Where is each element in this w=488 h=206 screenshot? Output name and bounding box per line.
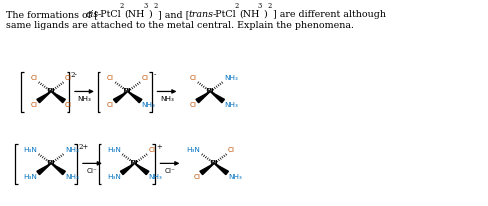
Text: NH₃: NH₃ <box>65 174 79 180</box>
Polygon shape <box>200 163 214 175</box>
Text: Cl: Cl <box>148 147 155 153</box>
Text: H₃N: H₃N <box>23 174 37 180</box>
Text: Pt: Pt <box>205 88 215 95</box>
Text: 2-: 2- <box>71 71 78 79</box>
Text: H₃N: H₃N <box>106 147 121 153</box>
Text: same ligands are attached to the metal central. Explain the phenomena.: same ligands are attached to the metal c… <box>6 21 354 29</box>
Polygon shape <box>120 163 134 175</box>
Polygon shape <box>113 91 127 103</box>
Text: NH₃: NH₃ <box>227 174 242 180</box>
Text: NH₃: NH₃ <box>148 174 162 180</box>
Text: -: - <box>153 71 156 79</box>
Text: Cl: Cl <box>30 75 37 81</box>
Text: NH₃: NH₃ <box>142 102 155 108</box>
Polygon shape <box>134 163 148 175</box>
Polygon shape <box>214 163 228 175</box>
Text: Cl: Cl <box>227 147 235 153</box>
Text: ): ) <box>148 10 152 19</box>
Text: ] are different although: ] are different although <box>272 10 385 19</box>
Text: The formations of [: The formations of [ <box>6 10 98 19</box>
Text: Pt: Pt <box>46 159 56 167</box>
Text: Cl: Cl <box>193 174 200 180</box>
Text: Cl: Cl <box>142 75 148 81</box>
Text: H₃N: H₃N <box>23 147 37 153</box>
Text: 2+: 2+ <box>79 143 89 151</box>
Text: (NH: (NH <box>239 10 259 19</box>
Text: NH₃: NH₃ <box>160 96 174 102</box>
Text: NH₃: NH₃ <box>224 102 238 108</box>
Text: Pt: Pt <box>46 88 56 95</box>
Text: Cl: Cl <box>65 102 72 108</box>
Polygon shape <box>51 163 65 175</box>
Polygon shape <box>37 163 51 175</box>
Text: Cl: Cl <box>189 102 196 108</box>
Text: 3: 3 <box>143 2 147 10</box>
Text: Cl⁻: Cl⁻ <box>164 168 175 174</box>
Text: 2: 2 <box>120 2 124 10</box>
Text: NH₃: NH₃ <box>77 96 91 102</box>
Polygon shape <box>196 91 210 103</box>
Text: Cl: Cl <box>30 102 37 108</box>
Text: H₃N: H₃N <box>106 174 121 180</box>
Text: Pt: Pt <box>130 159 139 167</box>
Text: Pt: Pt <box>122 88 132 95</box>
Text: Cl: Cl <box>106 102 114 108</box>
Text: H₃N: H₃N <box>186 147 200 153</box>
Text: +: + <box>156 143 162 151</box>
Text: -PtCl: -PtCl <box>98 10 122 19</box>
Text: Cl⁻: Cl⁻ <box>87 168 98 174</box>
Polygon shape <box>210 91 224 103</box>
Text: -PtCl: -PtCl <box>212 10 235 19</box>
Text: Cl: Cl <box>189 75 196 81</box>
Text: Cl: Cl <box>106 75 114 81</box>
Text: Cl: Cl <box>65 75 72 81</box>
Text: (NH: (NH <box>124 10 145 19</box>
Text: ] and [: ] and [ <box>158 10 189 19</box>
Text: 2: 2 <box>153 2 158 10</box>
Text: ): ) <box>263 10 266 19</box>
Text: cis: cis <box>86 10 99 19</box>
Polygon shape <box>127 91 142 103</box>
Text: 2: 2 <box>234 2 238 10</box>
Text: 2: 2 <box>267 2 271 10</box>
Text: Pt: Pt <box>209 159 219 167</box>
Text: NH₃: NH₃ <box>65 147 79 153</box>
Polygon shape <box>51 91 65 103</box>
Text: 3: 3 <box>257 2 262 10</box>
Text: trans: trans <box>188 10 213 19</box>
Text: NH₃: NH₃ <box>224 75 238 81</box>
Polygon shape <box>37 91 51 103</box>
